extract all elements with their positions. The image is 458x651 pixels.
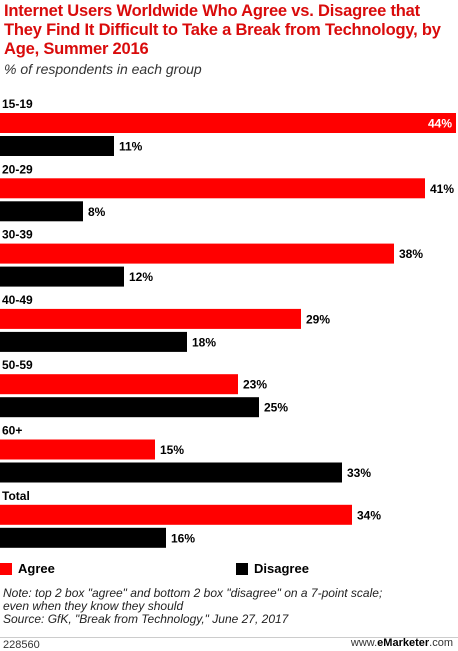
- chart-title: Internet Users Worldwide Who Agree vs. D…: [4, 2, 441, 58]
- chart-subtitle: % of respondents in each group: [4, 61, 202, 77]
- legend-disagree-swatch: [236, 562, 248, 575]
- brand-suffix: .com: [429, 637, 453, 649]
- legend-agree: Agree: [0, 561, 55, 576]
- bar-agree: [0, 113, 456, 133]
- bar-disagree: [0, 397, 259, 418]
- bar-agree: [0, 178, 425, 199]
- brand-name: eMarketer: [377, 637, 430, 649]
- value-label-disagree: 11%: [119, 140, 143, 154]
- bar-disagree: [0, 201, 83, 222]
- bar-disagree: [0, 331, 187, 352]
- brand-prefix: www.: [350, 637, 378, 649]
- legend-disagree: Disagree: [236, 561, 309, 576]
- bar-agree: [0, 374, 238, 395]
- note-line-2: even when they know they should: [3, 599, 184, 613]
- value-label-agree: 15%: [160, 443, 184, 457]
- category-label: 30-39: [2, 228, 33, 242]
- value-label-disagree: 25%: [264, 401, 288, 415]
- category-label: Total: [2, 489, 30, 503]
- bar-chart: 15-19 44% 11% 20-29 41% 8% 30-39 38% 12% 40-49 29%…: [0, 97, 456, 548]
- value-label-disagree: 16%: [171, 531, 195, 545]
- bar-agree: [0, 504, 352, 525]
- value-label-agree: 23%: [243, 378, 267, 392]
- value-label-agree: 38%: [399, 247, 423, 261]
- category-label: 50-59: [2, 358, 33, 372]
- footer-divider: [0, 637, 458, 638]
- category-label: 40-49: [2, 293, 33, 307]
- notes: Note: top 2 box "agree" and bottom 2 box…: [3, 587, 455, 626]
- bar-agree: [0, 308, 301, 329]
- legend-disagree-label: Disagree: [254, 561, 309, 576]
- legend-agree-swatch: [0, 562, 12, 575]
- value-label-disagree: 12%: [129, 270, 153, 284]
- brand-link[interactable]: www.eMarketer.com: [351, 637, 453, 649]
- chart-id: 228560: [3, 639, 40, 651]
- category-label: 60+: [2, 424, 22, 438]
- category-label: 20-29: [2, 162, 33, 176]
- value-label-agree: 29%: [306, 312, 330, 326]
- bar-disagree: [0, 136, 114, 156]
- value-label-agree: 44%: [428, 117, 452, 131]
- category-label: 15-19: [2, 97, 33, 111]
- bar-agree: [0, 243, 394, 264]
- bar-disagree: [0, 266, 124, 287]
- bar-agree: [0, 439, 155, 460]
- note-line-1: Note: top 2 box "agree" and bottom 2 box…: [3, 586, 383, 600]
- legend-agree-label: Agree: [18, 561, 55, 576]
- bar-disagree: [0, 462, 342, 483]
- value-label-agree: 34%: [357, 508, 381, 522]
- value-label-disagree: 8%: [88, 205, 106, 219]
- source-line: Source: GfK, "Break from Technology," Ju…: [3, 612, 289, 626]
- value-label-agree: 41%: [430, 182, 454, 196]
- bar-disagree: [0, 527, 166, 548]
- value-label-disagree: 33%: [347, 466, 371, 480]
- value-label-disagree: 18%: [192, 335, 216, 349]
